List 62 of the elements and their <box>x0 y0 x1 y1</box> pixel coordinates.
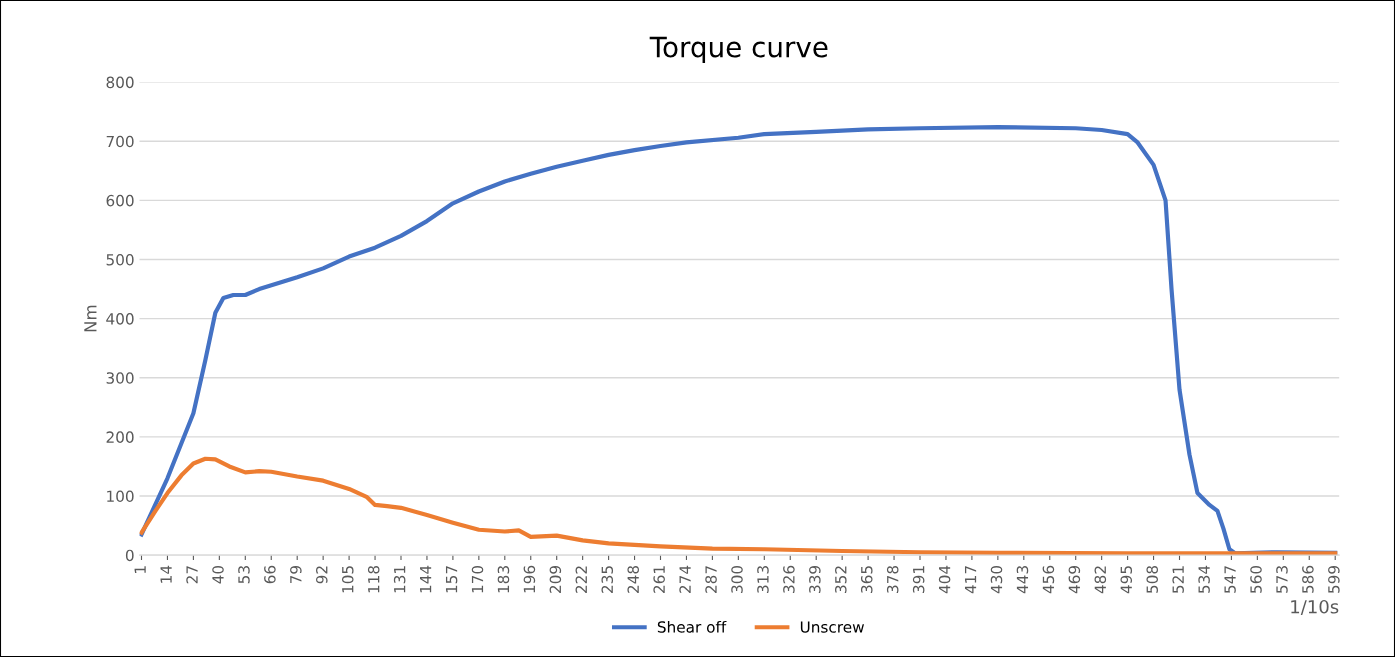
x-tick-label: 118 <box>367 565 380 593</box>
x-tick-label: 105 <box>341 566 354 593</box>
x-tick-label: 339 <box>809 565 821 593</box>
y-tick-label: 0 <box>125 549 134 562</box>
x-tick-label: 27 <box>186 566 198 584</box>
x-tick-label: 92 <box>316 566 328 584</box>
x-tick-label: 417 <box>964 566 977 594</box>
y-tick-label: 100 <box>107 490 134 503</box>
x-tick-label: 79 <box>290 565 302 584</box>
legend-label: Unscrew <box>800 621 864 633</box>
y-tick-label: 200 <box>106 431 134 443</box>
y-tick-label: 500 <box>106 253 134 266</box>
x-tick-label: 157 <box>445 566 458 593</box>
x-tick-label: 326 <box>783 565 795 593</box>
x-tick-label: 261 <box>653 566 665 593</box>
x-tick-label: 183 <box>497 566 510 593</box>
x-axis-title: 1/10s <box>1291 599 1339 615</box>
x-tick-label: 53 <box>238 566 250 584</box>
x-tick-label: 248 <box>627 565 639 593</box>
x-tick-label: 352 <box>835 566 847 593</box>
x-tick-label: 287 <box>705 566 717 593</box>
x-tick-label: 534 <box>1198 565 1210 593</box>
x-tick-label: 40 <box>212 565 224 584</box>
x-tick-label: 235 <box>601 566 614 593</box>
x-tick-label: 508 <box>1146 565 1158 593</box>
x-tick-label: 300 <box>731 565 743 593</box>
x-tick-label: 404 <box>938 565 951 594</box>
x-tick-label: 456 <box>1042 565 1055 594</box>
y-tick-label: 600 <box>106 194 134 207</box>
x-tick-label: 209 <box>549 565 562 593</box>
x-tick-label: 521 <box>1172 566 1184 593</box>
x-tick-label: 586 <box>1302 565 1314 593</box>
x-tick-label: 222 <box>575 566 587 593</box>
line-series <box>139 456 1338 556</box>
x-tick-label: 482 <box>1094 566 1107 594</box>
x-tick-label: 170 <box>471 565 484 593</box>
chart-title: Torque curve <box>649 36 828 63</box>
x-tick-label: 443 <box>1016 566 1029 594</box>
y-axis-title: Nm <box>84 305 97 332</box>
x-tick-label: 560 <box>1250 565 1262 593</box>
x-tick-label: 495 <box>1120 566 1133 594</box>
y-tick-label: 300 <box>106 372 134 384</box>
x-tick-label: 131 <box>393 566 406 593</box>
x-tick-label: 274 <box>679 565 691 593</box>
x-tick-label: 599 <box>1328 565 1340 593</box>
legend-label: Shear off <box>657 620 727 633</box>
x-tick-label: 66 <box>264 565 276 584</box>
x-tick-label: 14 <box>160 565 172 583</box>
x-tick-label: 365 <box>860 566 873 593</box>
x-tick-label: 144 <box>420 565 432 593</box>
x-tick-label: 391 <box>912 566 925 593</box>
y-tick-label: 700 <box>106 135 134 148</box>
x-tick-label: 1 <box>134 566 146 573</box>
y-tick-label: 800 <box>106 76 134 89</box>
x-tick-label: 547 <box>1224 566 1236 593</box>
x-tick-label: 573 <box>1276 566 1288 593</box>
x-tick-label: 430 <box>990 565 1003 594</box>
x-tick-label: 469 <box>1068 565 1081 594</box>
x-tick-label: 196 <box>523 565 536 593</box>
x-tick-label: 313 <box>757 566 769 593</box>
y-tick-label: 400 <box>106 313 134 325</box>
x-tick-label: 378 <box>886 565 899 593</box>
